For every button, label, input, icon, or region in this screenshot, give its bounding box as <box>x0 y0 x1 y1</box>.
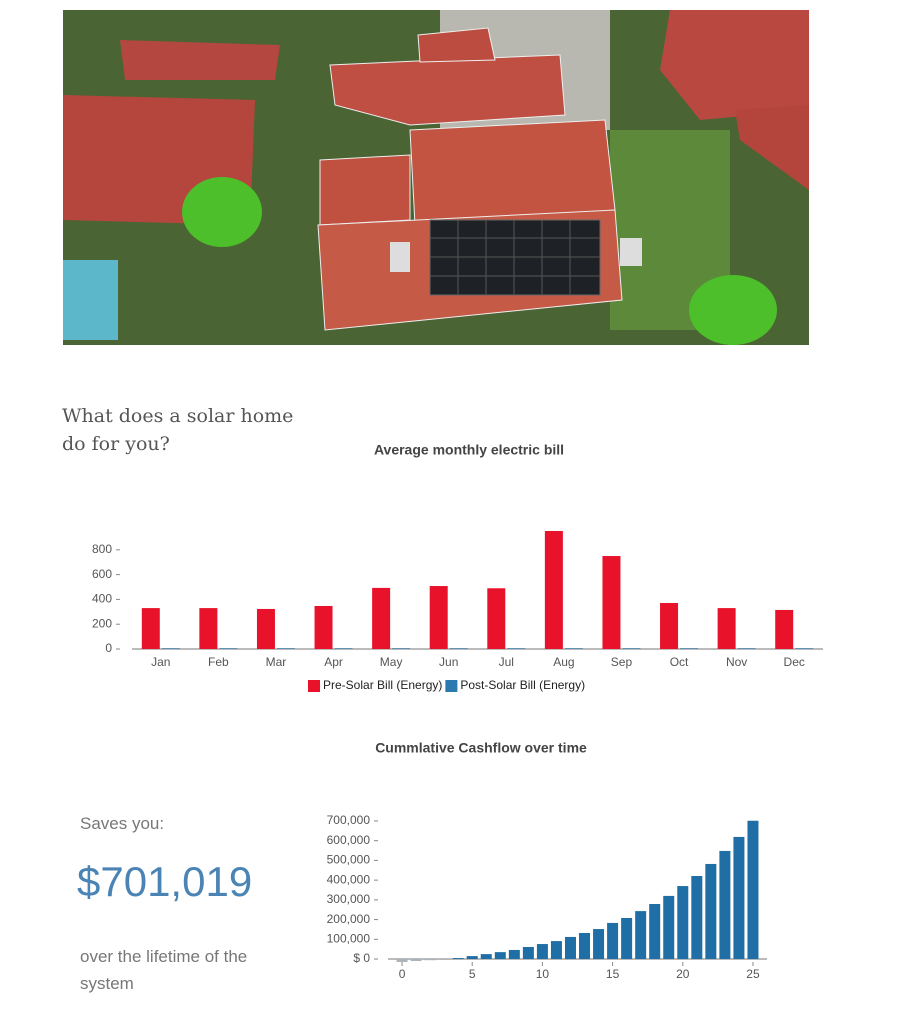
savings-label: Saves you: <box>80 814 165 833</box>
bar <box>607 922 619 960</box>
bar <box>775 609 794 649</box>
x-tick-label: 20 <box>676 967 690 981</box>
y-tick-label: 700,000 <box>327 813 371 827</box>
bar <box>314 605 333 649</box>
bar <box>593 929 605 960</box>
x-tick-label: Nov <box>726 655 747 669</box>
bar <box>649 904 661 960</box>
x-tick-label: Apr <box>324 655 343 669</box>
savings-note: over the lifetime of the system <box>80 947 248 993</box>
bar <box>334 648 353 649</box>
bar <box>161 648 180 649</box>
bar <box>564 936 576 960</box>
chart-title: Average monthly electric bill <box>374 442 564 458</box>
bar <box>733 836 745 960</box>
aerial-view <box>63 10 809 345</box>
y-tick-label: 200,000 <box>327 912 371 926</box>
x-tick-label: 15 <box>606 967 620 981</box>
y-tick-label: 600,000 <box>327 833 371 847</box>
bar <box>199 608 218 649</box>
bar <box>466 956 478 960</box>
bar <box>494 952 506 960</box>
y-tick-label: $ 0 <box>353 951 370 965</box>
x-tick-label: Mar <box>266 655 287 669</box>
bar <box>579 933 591 960</box>
bar <box>663 895 675 960</box>
legend-swatch <box>445 680 458 692</box>
x-tick-label: Oct <box>670 655 689 669</box>
bar <box>660 603 679 649</box>
x-tick-label: Aug <box>553 655 574 669</box>
bar <box>424 959 436 961</box>
bar <box>622 648 641 649</box>
bar <box>480 954 492 960</box>
bar <box>410 959 422 962</box>
y-tick-label: 100,000 <box>327 931 371 945</box>
bar <box>392 648 411 649</box>
y-tick-label: 800 <box>92 542 112 556</box>
x-tick-label: Jan <box>151 655 170 669</box>
bar <box>602 556 621 649</box>
legend-swatch <box>308 680 320 692</box>
x-tick-label: May <box>380 655 403 669</box>
x-tick-label: Jun <box>439 655 458 669</box>
bar <box>536 944 548 960</box>
x-tick-label: 25 <box>746 967 760 981</box>
section-heading: What does a solar home do for you? <box>62 405 294 455</box>
x-tick-label: Jul <box>499 655 514 669</box>
bar <box>449 648 468 649</box>
bar <box>487 588 506 649</box>
y-tick-label: 400,000 <box>327 872 371 886</box>
bar <box>737 648 756 649</box>
bar <box>564 648 583 649</box>
y-tick-label: 400 <box>92 592 112 606</box>
x-tick-label: Dec <box>784 655 805 669</box>
bar <box>256 608 275 649</box>
bar <box>544 530 563 649</box>
bar <box>550 941 562 960</box>
y-tick-label: 300,000 <box>327 892 371 906</box>
bar <box>219 648 238 649</box>
y-tick-label: 600 <box>92 567 112 581</box>
bar <box>396 959 408 962</box>
bar <box>507 648 526 649</box>
y-tick-label: 500,000 <box>327 853 371 867</box>
bar <box>717 608 736 649</box>
bar <box>680 648 699 649</box>
legend-label: Pre-Solar Bill (Energy) <box>323 678 442 692</box>
bar <box>452 958 464 960</box>
bar <box>677 886 689 960</box>
bar <box>795 648 814 649</box>
bar <box>621 918 633 960</box>
bar <box>141 608 160 649</box>
bar <box>522 947 534 960</box>
bar <box>719 850 731 960</box>
y-tick-label: 200 <box>92 616 112 630</box>
savings-amount: $701,019 <box>77 858 253 905</box>
bar <box>705 863 717 960</box>
bar <box>691 875 703 960</box>
legend-label: Post-Solar Bill (Energy) <box>460 678 585 692</box>
bar <box>747 820 759 960</box>
y-tick-label: 0 <box>105 641 112 655</box>
chart-title: Cummlative Cashflow over time <box>375 740 587 756</box>
bar <box>429 586 448 649</box>
x-tick-label: 5 <box>469 967 476 981</box>
bar <box>508 949 520 960</box>
bar <box>372 587 391 649</box>
x-tick-label: 10 <box>536 967 550 981</box>
x-tick-label: Feb <box>208 655 229 669</box>
x-tick-label: Sep <box>611 655 633 669</box>
x-tick-label: 0 <box>399 967 406 981</box>
bar <box>276 648 295 649</box>
bar <box>635 911 647 960</box>
